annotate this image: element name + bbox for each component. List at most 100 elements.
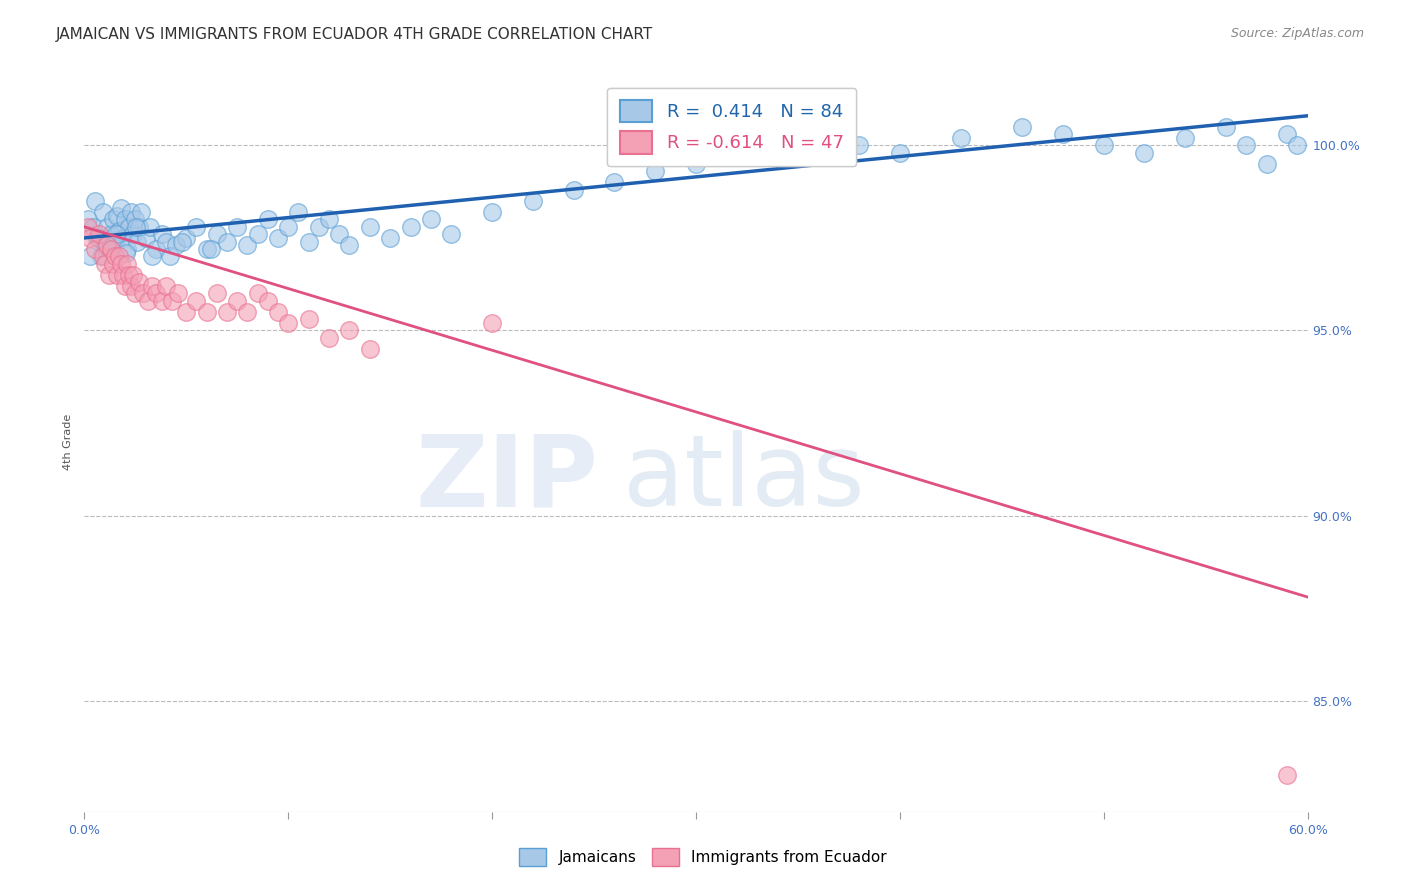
Point [195, 305, 218, 319]
Point [195, 242, 218, 256]
Point [186, 219, 208, 234]
Point [889, 145, 911, 160]
Point [145, 242, 167, 256]
Point [79, 231, 101, 245]
Point [125, 219, 148, 234]
Point [298, 235, 321, 249]
Text: Source: ZipAtlas.com: Source: ZipAtlas.com [1230, 27, 1364, 40]
Point [83, 194, 105, 208]
Point [101, 212, 124, 227]
Text: JAMAICAN VS IMMIGRANTS FROM ECUADOR 4TH GRADE CORRELATION CHART: JAMAICAN VS IMMIGRANTS FROM ECUADOR 4TH … [56, 27, 654, 42]
Point [200, 242, 222, 256]
Point [115, 242, 138, 256]
Point [112, 268, 135, 282]
Point [93, 238, 115, 252]
Point [481, 316, 503, 330]
Point [108, 250, 131, 264]
Point [104, 250, 127, 264]
Point [118, 268, 141, 282]
Point [318, 331, 340, 345]
Point [226, 219, 249, 234]
Point [79, 250, 101, 264]
Point [90, 250, 112, 264]
Point [115, 257, 138, 271]
Point [950, 131, 973, 145]
Point [128, 276, 150, 290]
Point [1052, 128, 1074, 142]
Point [135, 231, 157, 245]
Point [83, 242, 105, 256]
Point [159, 250, 181, 264]
Point [122, 268, 145, 282]
Point [1256, 157, 1278, 171]
Point [257, 293, 280, 308]
Point [105, 268, 128, 282]
Point [246, 227, 269, 242]
Point [82, 219, 104, 234]
Point [141, 250, 163, 264]
Point [91, 250, 114, 264]
Point [339, 238, 361, 252]
Point [1174, 131, 1197, 145]
Legend: R =  0.414   N = 84, R = -0.614   N = 47: R = 0.414 N = 84, R = -0.614 N = 47 [607, 87, 856, 166]
Point [104, 235, 127, 249]
Point [86, 231, 108, 245]
Point [128, 219, 150, 234]
Point [118, 219, 141, 234]
Point [174, 231, 197, 245]
Point [131, 205, 153, 219]
Point [644, 164, 666, 178]
Point [848, 138, 870, 153]
Point [359, 219, 381, 234]
Point [787, 145, 810, 160]
Point [112, 231, 135, 245]
Point [217, 305, 239, 319]
Point [115, 245, 138, 260]
Point [87, 227, 110, 242]
Point [167, 286, 190, 301]
Point [124, 212, 146, 227]
Point [155, 235, 177, 249]
Point [287, 205, 309, 219]
Point [141, 279, 163, 293]
Point [77, 219, 100, 234]
Point [122, 227, 145, 242]
Point [246, 286, 269, 301]
Point [328, 227, 350, 242]
Point [205, 227, 228, 242]
Point [236, 238, 259, 252]
Point [150, 227, 173, 242]
Y-axis label: 4th Grade: 4th Grade [62, 413, 73, 470]
Point [96, 238, 118, 252]
Point [150, 293, 173, 308]
Text: atlas: atlas [623, 430, 865, 527]
Point [114, 212, 136, 227]
Point [124, 286, 146, 301]
Point [267, 231, 290, 245]
Point [1286, 138, 1309, 153]
Point [685, 157, 707, 171]
Point [105, 209, 128, 223]
Point [172, 235, 194, 249]
Point [236, 305, 259, 319]
Point [298, 312, 321, 326]
Point [174, 305, 197, 319]
Point [97, 242, 120, 256]
Point [110, 257, 132, 271]
Point [440, 227, 463, 242]
Point [226, 293, 249, 308]
Point [1092, 138, 1115, 153]
Point [160, 293, 183, 308]
Point [1277, 128, 1299, 142]
Point [101, 257, 124, 271]
Point [481, 205, 503, 219]
Point [603, 176, 626, 190]
Point [257, 212, 280, 227]
Point [277, 219, 299, 234]
Point [380, 231, 402, 245]
Point [100, 227, 122, 242]
Point [136, 293, 159, 308]
Point [114, 279, 136, 293]
Point [108, 223, 131, 237]
Point [205, 286, 228, 301]
